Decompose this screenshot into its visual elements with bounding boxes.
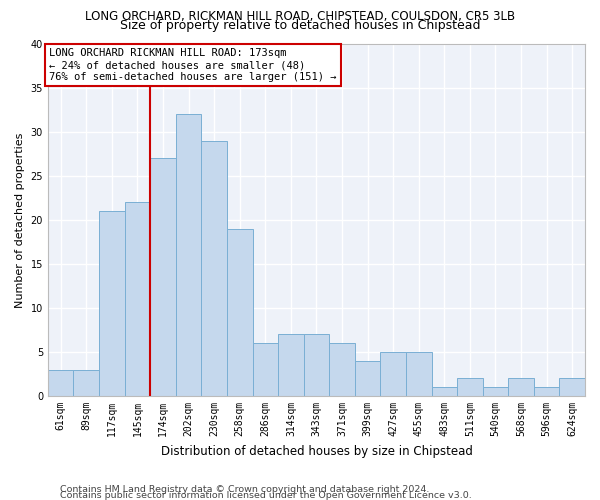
- Bar: [329, 343, 355, 396]
- Y-axis label: Number of detached properties: Number of detached properties: [15, 132, 25, 308]
- Text: LONG ORCHARD, RICKMAN HILL ROAD, CHIPSTEAD, COULSDON, CR5 3LB: LONG ORCHARD, RICKMAN HILL ROAD, CHIPSTE…: [85, 10, 515, 23]
- Bar: [380, 352, 406, 396]
- Bar: [227, 229, 253, 396]
- Bar: [176, 114, 202, 396]
- Bar: [99, 211, 125, 396]
- Bar: [125, 202, 150, 396]
- Bar: [534, 388, 559, 396]
- Bar: [304, 334, 329, 396]
- Bar: [278, 334, 304, 396]
- X-axis label: Distribution of detached houses by size in Chipstead: Distribution of detached houses by size …: [161, 444, 472, 458]
- Bar: [150, 158, 176, 396]
- Bar: [431, 388, 457, 396]
- Bar: [202, 141, 227, 396]
- Bar: [457, 378, 482, 396]
- Bar: [48, 370, 73, 396]
- Bar: [406, 352, 431, 396]
- Bar: [559, 378, 585, 396]
- Bar: [482, 388, 508, 396]
- Bar: [355, 361, 380, 396]
- Text: Size of property relative to detached houses in Chipstead: Size of property relative to detached ho…: [120, 19, 480, 32]
- Bar: [253, 343, 278, 396]
- Text: LONG ORCHARD RICKMAN HILL ROAD: 173sqm
← 24% of detached houses are smaller (48): LONG ORCHARD RICKMAN HILL ROAD: 173sqm ←…: [49, 48, 337, 82]
- Bar: [73, 370, 99, 396]
- Text: Contains public sector information licensed under the Open Government Licence v3: Contains public sector information licen…: [60, 490, 472, 500]
- Text: Contains HM Land Registry data © Crown copyright and database right 2024.: Contains HM Land Registry data © Crown c…: [60, 484, 430, 494]
- Bar: [508, 378, 534, 396]
